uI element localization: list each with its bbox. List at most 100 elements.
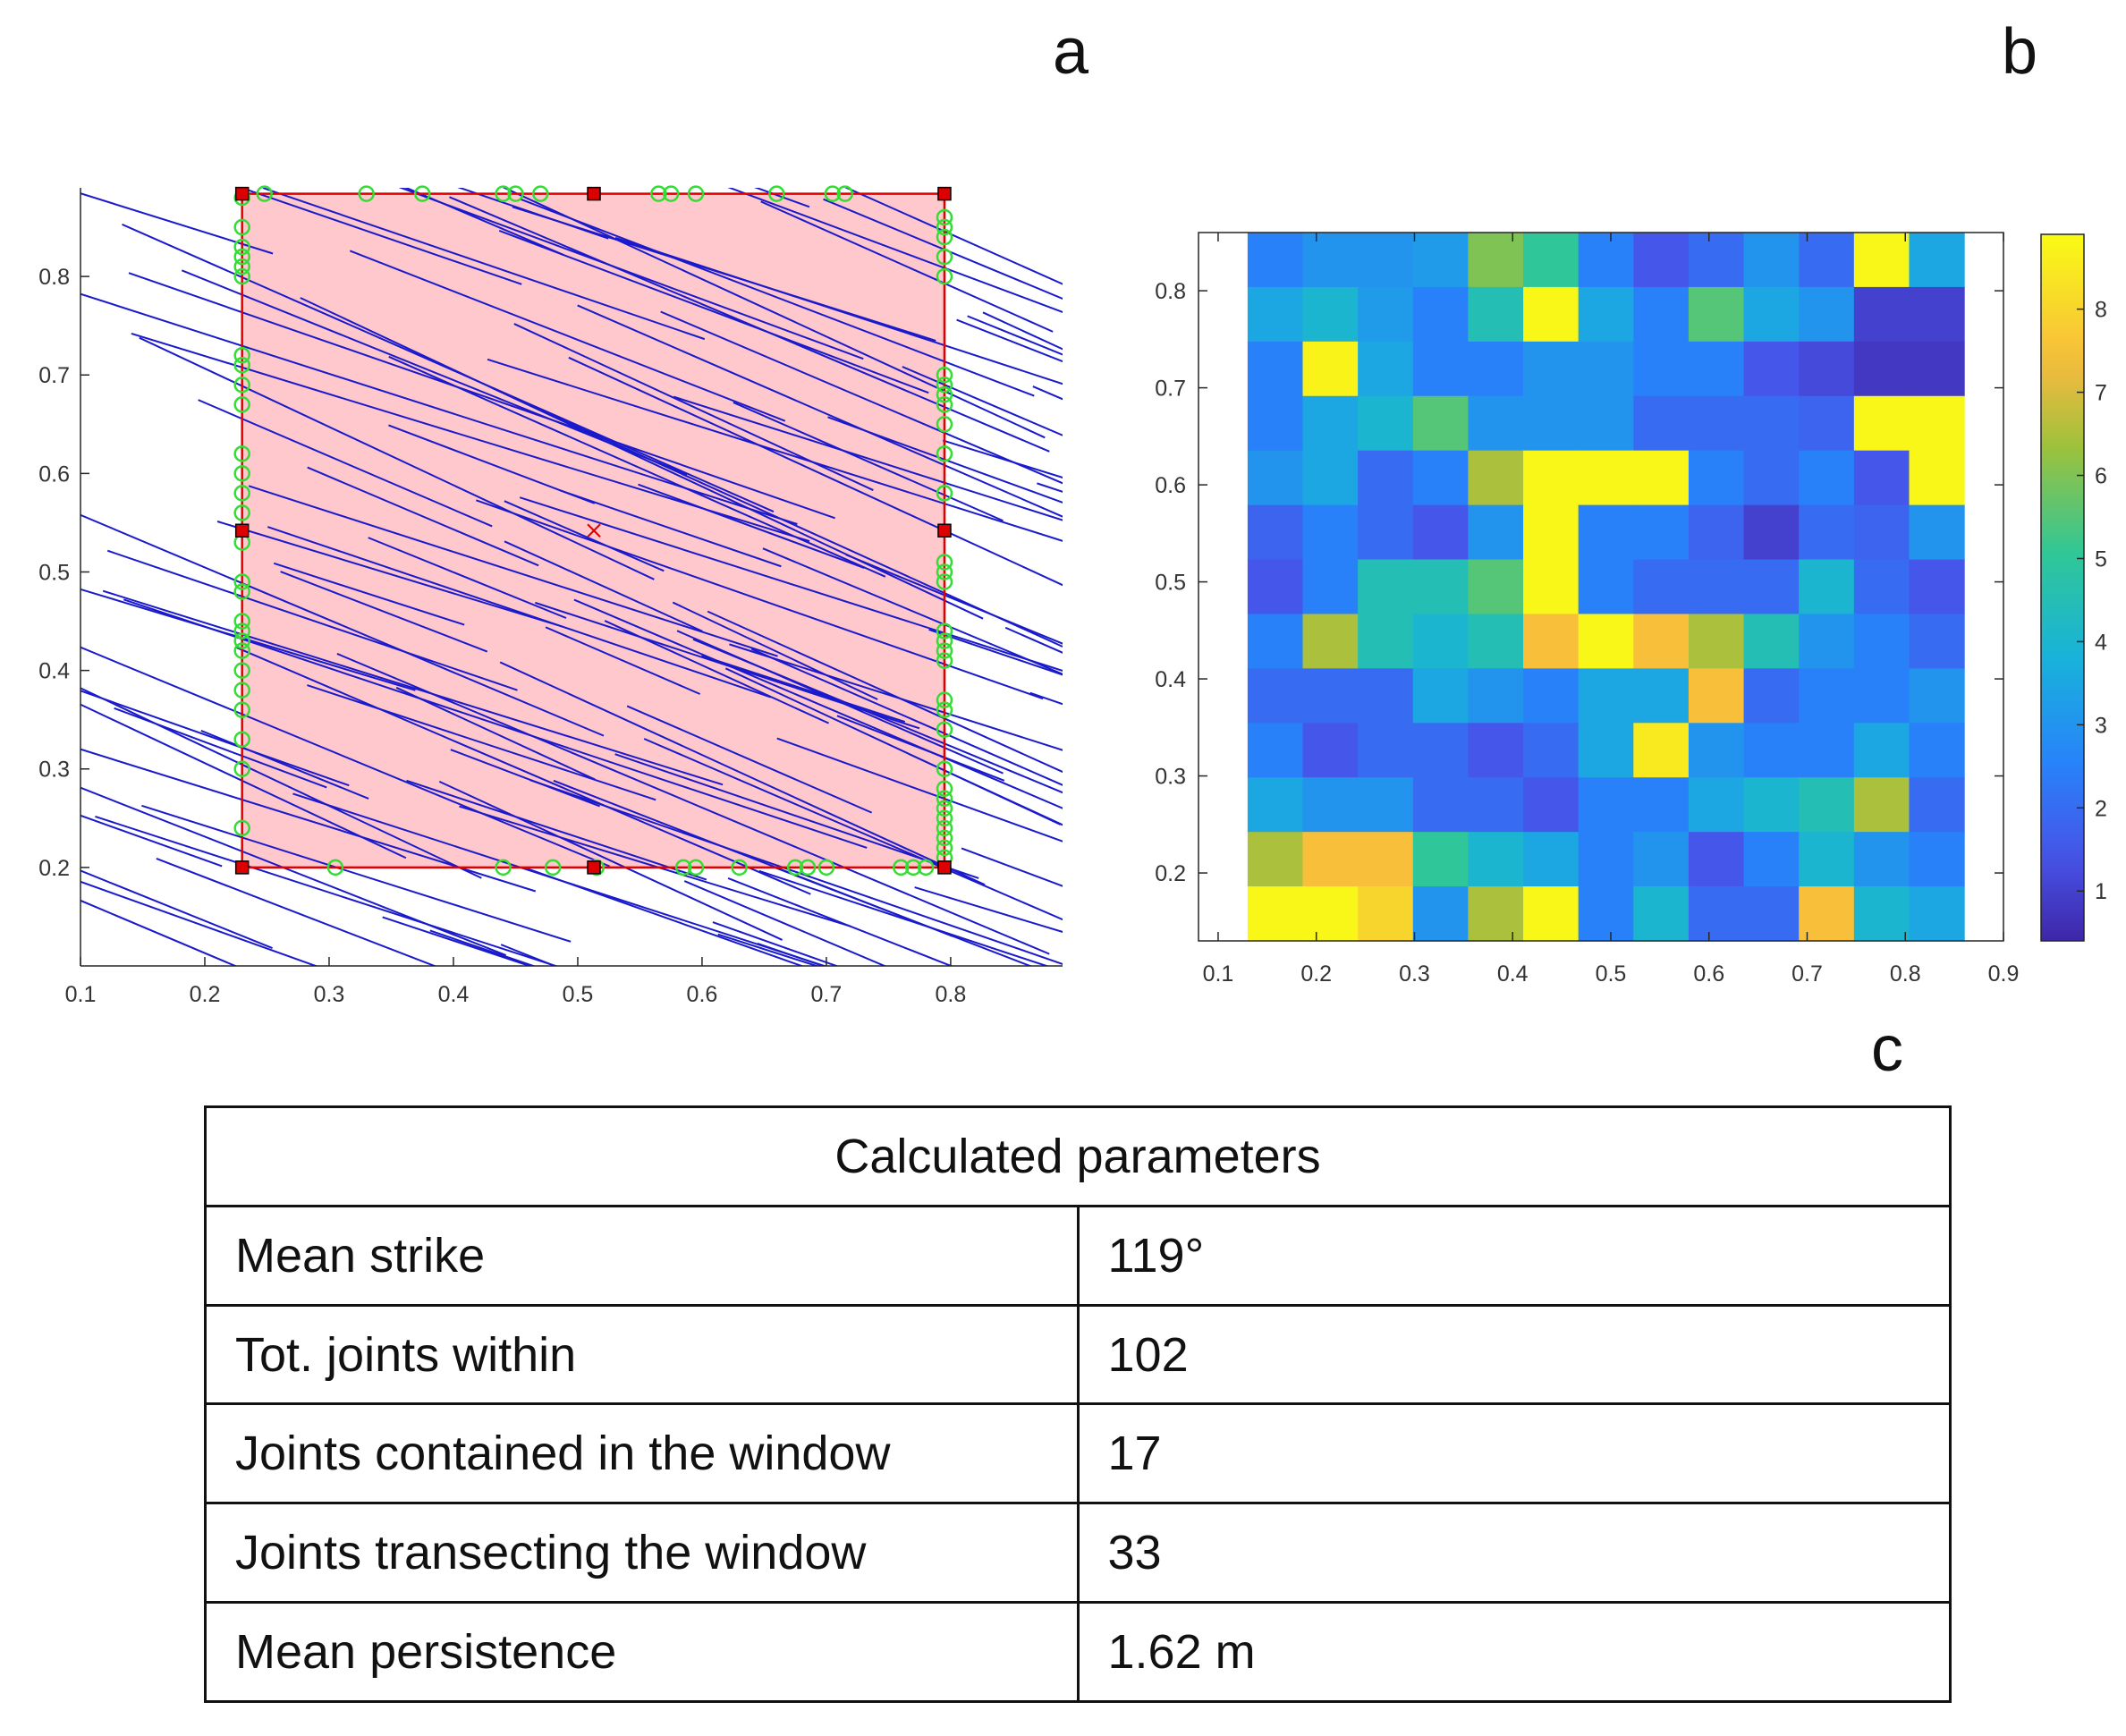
- heatmap-cell: [1799, 832, 1855, 887]
- intersection-marker: [936, 819, 953, 837]
- heatmap-cell: [1799, 886, 1855, 942]
- intersection-marker: [768, 185, 785, 202]
- table-cell-label: Tot. joints within: [204, 1303, 1080, 1406]
- intersection-marker: [936, 760, 953, 777]
- heatmap-cell: [1358, 450, 1414, 506]
- joint-trace: [388, 355, 886, 578]
- heatmap-cell: [1688, 233, 1745, 288]
- joint-trace: [80, 687, 482, 879]
- heatmap-cell: [1853, 668, 1910, 724]
- intersection-marker: [233, 377, 250, 394]
- joint-trace: [368, 537, 567, 619]
- heatmap-cell: [1523, 668, 1580, 724]
- joint-trace: [80, 513, 605, 737]
- intersection-marker: [532, 185, 549, 202]
- heatmap-cell: [1853, 777, 1910, 833]
- window-vertex-marker: [587, 186, 601, 201]
- heatmap-cell: [1743, 832, 1800, 887]
- heatmap-cell: [1523, 341, 1580, 397]
- joint-trace: [529, 779, 1063, 965]
- joint-trace: [200, 730, 369, 800]
- intersection-marker: [233, 248, 250, 266]
- joint-trace: [902, 366, 1063, 436]
- heatmap-cell: [1688, 395, 1745, 452]
- table-cell-value: 102: [1076, 1303, 1952, 1406]
- table-row: Mean persistence 1.62 m: [204, 1601, 1952, 1703]
- joint-trace: [535, 601, 920, 730]
- heatmap-cell: [1412, 832, 1470, 887]
- table-cell-value: 119°: [1076, 1204, 1952, 1307]
- heatmap-cell: [1688, 559, 1745, 615]
- heatmap-cell: [1799, 777, 1855, 833]
- heatmap-cell: [1302, 504, 1359, 561]
- heatmap-cell: [1633, 886, 1690, 942]
- heatmap-cell: [1688, 504, 1745, 561]
- joint-trace: [499, 661, 986, 886]
- heatmap-cell: [1743, 723, 1800, 778]
- heatmap-cell: [1412, 723, 1470, 778]
- heatmap-cell: [1412, 668, 1470, 724]
- joint-trace: [80, 748, 537, 893]
- x-tick-label: 0.6: [687, 982, 718, 1007]
- y-tick-label: 0.5: [1155, 571, 1186, 596]
- heatmap-cell: [1523, 286, 1580, 343]
- heatmap-cell: [1412, 777, 1470, 833]
- intersection-marker: [936, 632, 953, 649]
- heatmap-cell: [1688, 614, 1745, 669]
- heatmap-cell: [1853, 450, 1910, 506]
- table-row: Mean strike 119°: [204, 1204, 1952, 1307]
- intersection-marker: [936, 366, 953, 384]
- heatmap-cell: [1468, 286, 1524, 343]
- heatmap-cell: [1799, 450, 1855, 506]
- heatmap-cell: [1578, 395, 1634, 452]
- intersection-marker: [936, 652, 953, 669]
- heatmap-cell: [1302, 777, 1359, 833]
- intersection-marker: [233, 258, 250, 275]
- colorbar-tick-label: 7: [2095, 381, 2107, 406]
- joint-trace: [672, 601, 878, 700]
- intersection-marker: [233, 583, 250, 600]
- x-tick-label: 0.4: [438, 982, 470, 1007]
- intersection-marker: [936, 554, 953, 571]
- intersection-marker: [233, 346, 250, 364]
- heatmap-cell: [1468, 341, 1524, 397]
- joint-trace: [683, 880, 887, 966]
- joint-trace: [928, 628, 1063, 676]
- heatmap-cell: [1633, 504, 1690, 561]
- table-header-row: Calculated parameters: [204, 1105, 1952, 1207]
- heatmap-cell: [1302, 723, 1359, 778]
- y-tick-label: 0.5: [38, 560, 70, 585]
- intersection-marker: [233, 622, 250, 639]
- heatmap-cell: [1853, 614, 1910, 669]
- joint-trace: [553, 779, 953, 937]
- joint-trace: [80, 880, 318, 966]
- heatmap-cell: [1633, 832, 1690, 887]
- intersection-marker: [936, 485, 953, 502]
- heatmap-cell: [1468, 395, 1524, 452]
- intersection-marker: [936, 721, 953, 738]
- heatmap-cell: [1468, 559, 1524, 615]
- heatmap-cell: [1468, 832, 1524, 887]
- joint-trace: [336, 653, 1050, 955]
- joint-trace: [102, 589, 724, 786]
- y-tick-label: 0.2: [38, 856, 70, 881]
- intersection-marker: [233, 682, 250, 699]
- joint-trace: [267, 526, 772, 699]
- heatmap-cell: [1358, 341, 1414, 397]
- heatmap-cell: [1523, 723, 1580, 778]
- heatmap-cell: [1412, 886, 1470, 942]
- joint-trace: [80, 703, 407, 860]
- joint-trace: [717, 933, 820, 966]
- colorbar-tick-label: 1: [2095, 879, 2107, 904]
- joint-trace: [388, 424, 596, 504]
- heatmap-cells: [1247, 233, 1965, 942]
- intersection-marker: [936, 563, 953, 580]
- heatmap-cell: [1523, 450, 1580, 506]
- heatmap-cell: [1247, 723, 1304, 778]
- heatmap-cell: [1468, 668, 1524, 724]
- window-vertex-marker: [937, 860, 952, 875]
- y-tick-label: 0.6: [1155, 473, 1186, 498]
- joint-trace: [487, 358, 1063, 542]
- table-row: Joints transecting the window 33: [204, 1502, 1952, 1605]
